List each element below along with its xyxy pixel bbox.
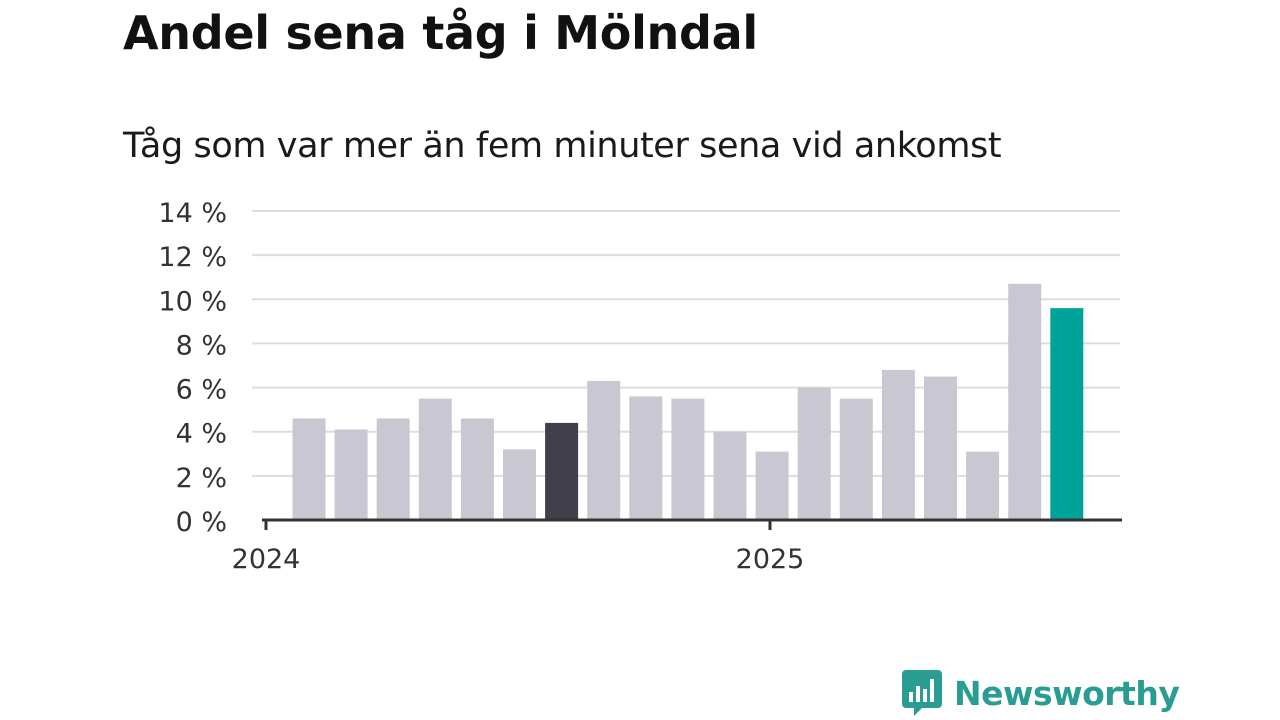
bar [292,418,326,520]
chart-subtitle: Tåg som var mer än fem minuter sena vid … [123,126,1002,166]
x-tick-label: 2024 [232,544,301,575]
y-tick-label: 4 % [176,419,227,450]
bar [503,449,536,520]
bar [966,451,1000,520]
bar [460,418,494,520]
y-tick-label: 0 % [176,507,227,538]
bar [924,376,957,520]
bar [671,398,705,520]
bar [797,387,831,520]
bar [629,396,663,520]
x-axis: 2024 2025 [232,518,1122,575]
bar [418,398,452,520]
chart-title: Andel sena tåg i Mölndal [123,6,758,60]
newsworthy-chart-logo-icon [902,670,942,716]
y-tick-label: 14 % [158,198,227,229]
bar [881,369,915,520]
bar [755,451,789,520]
bar [713,431,747,520]
bar [587,380,621,520]
y-axis-tick-labels: 0 % 2 % 4 % 6 % 8 % 10 % 12 % 14 % [158,198,227,538]
bar [1050,308,1084,520]
y-tick-label: 12 % [158,242,227,273]
bar [839,398,873,520]
y-tick-label: 6 % [176,375,227,406]
bar [334,429,368,520]
y-tick-label: 8 % [176,330,227,361]
newsworthy-brand: Newsworthy [902,670,1180,716]
x-tick-label: 2025 [736,544,805,575]
y-tick-label: 2 % [176,463,227,494]
bars [292,283,1084,520]
brand-name: Newsworthy [954,673,1180,713]
bar [545,422,579,520]
y-tick-label: 10 % [158,286,227,317]
bar [376,418,410,520]
bar [1008,283,1042,520]
